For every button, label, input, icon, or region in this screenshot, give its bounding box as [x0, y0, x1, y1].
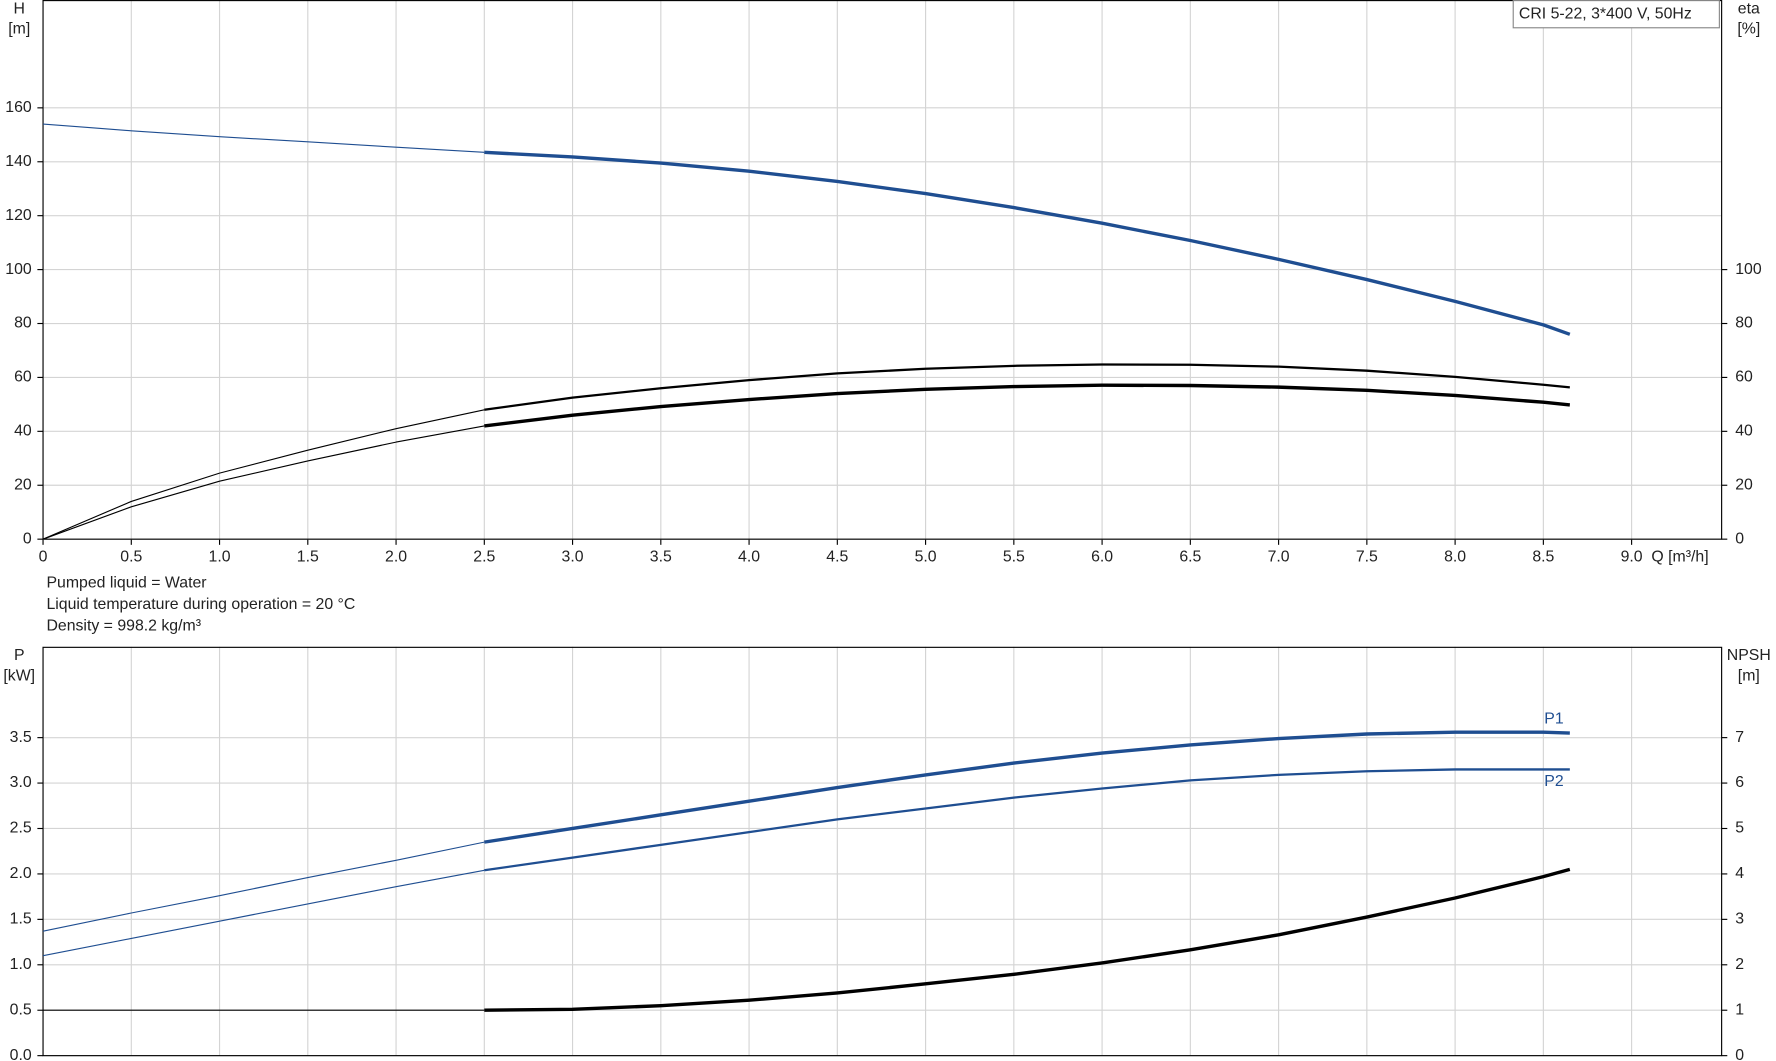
y2-tick-label: 60	[1735, 369, 1753, 386]
y-tick-label: 60	[14, 369, 32, 386]
y2-tick-label: 2	[1735, 956, 1744, 973]
series-line	[484, 383, 1571, 428]
y-axis-label: [m]	[8, 21, 30, 38]
series-line	[484, 768, 1570, 872]
x-tick-label: 8.0	[1444, 548, 1466, 565]
x-tick-label: 6.0	[1091, 548, 1113, 565]
y-tick-label: 20	[14, 476, 32, 493]
y2-axis-label: [%]	[1737, 21, 1760, 38]
y-tick-label: 3.0	[10, 774, 32, 791]
x-tick-label: 4.0	[738, 548, 760, 565]
y-tick-label: 160	[5, 99, 32, 116]
y-tick-label: 1.0	[10, 956, 32, 973]
series-label: P2	[1544, 773, 1564, 790]
y-tick-label: 3.5	[10, 729, 32, 746]
x-tick-label: 0.5	[120, 548, 142, 565]
y2-tick-label: 80	[1735, 315, 1753, 332]
y-tick-label: 2.0	[10, 865, 32, 882]
x-axis-label: Q [m³/h]	[1651, 548, 1708, 565]
x-tick-label: 1.5	[297, 548, 319, 565]
x-tick-label: 5.5	[1003, 548, 1025, 565]
y-tick-label: 40	[14, 423, 32, 440]
y2-tick-label: 0	[1735, 1047, 1744, 1061]
note: Liquid temperature during operation = 20…	[46, 596, 355, 613]
series-line	[42, 869, 485, 957]
y-tick-label: 0.0	[10, 1047, 32, 1061]
y2-tick-label: 0	[1735, 530, 1744, 547]
y2-tick-label: 1	[1735, 1001, 1744, 1018]
y-tick-label: 80	[14, 315, 32, 332]
x-tick-label: 0	[39, 548, 48, 565]
y2-tick-label: 5	[1735, 820, 1744, 837]
y-tick-label: 2.5	[10, 820, 32, 837]
y2-axis-label: [m]	[1738, 667, 1760, 684]
y2-tick-label: 6	[1735, 774, 1744, 791]
x-tick-label: 7.0	[1268, 548, 1290, 565]
series-line	[484, 867, 1571, 1012]
y-axis-label: [kW]	[3, 667, 35, 684]
y2-tick-label: 20	[1735, 476, 1753, 493]
plot-frame	[42, 646, 1723, 1057]
series-line	[42, 123, 485, 153]
series-line	[484, 363, 1570, 411]
x-tick-label: 4.5	[826, 548, 848, 565]
x-tick-label: 1.0	[209, 548, 231, 565]
series-line	[484, 730, 1570, 844]
series-line	[42, 425, 485, 540]
series-line	[42, 841, 485, 932]
series-label: P1	[1544, 711, 1564, 728]
x-tick-label: 2.0	[385, 548, 407, 565]
y-axis-label: H	[14, 0, 25, 17]
x-tick-label: 5.0	[915, 548, 937, 565]
annotation: CRI 5-22, 3*400 V, 50Hz	[1519, 5, 1692, 22]
y-tick-label: 140	[5, 153, 32, 170]
y2-tick-label: 3	[1735, 911, 1744, 928]
y-tick-label: 100	[5, 261, 32, 278]
y-axis-label: P	[14, 647, 25, 664]
x-tick-label: 3.0	[562, 548, 584, 565]
plot-frame	[42, 0, 1723, 540]
x-tick-label: 2.5	[473, 548, 495, 565]
y-tick-label: 120	[5, 207, 32, 224]
note: Pumped liquid = Water	[46, 575, 207, 592]
x-tick-label: 9.0	[1621, 548, 1643, 565]
x-tick-label: 6.5	[1179, 548, 1201, 565]
y-tick-label: 1.5	[10, 911, 32, 928]
y2-tick-label: 7	[1735, 729, 1744, 746]
series-line	[42, 409, 485, 540]
annotation-box	[1512, 0, 1720, 29]
y2-tick-label: 100	[1735, 261, 1762, 278]
y-tick-label: 0	[23, 530, 32, 547]
note: Density = 998.2 kg/m³	[46, 618, 201, 635]
series-line	[484, 150, 1571, 336]
x-tick-label: 8.5	[1532, 548, 1554, 565]
x-tick-label: 3.5	[650, 548, 672, 565]
y2-tick-label: 40	[1735, 423, 1753, 440]
y2-tick-label: 4	[1735, 865, 1744, 882]
y2-axis-label: eta	[1738, 0, 1760, 17]
y2-axis-label: NPSH	[1727, 647, 1771, 664]
x-tick-label: 7.5	[1356, 548, 1378, 565]
y-tick-label: 0.5	[10, 1001, 32, 1018]
